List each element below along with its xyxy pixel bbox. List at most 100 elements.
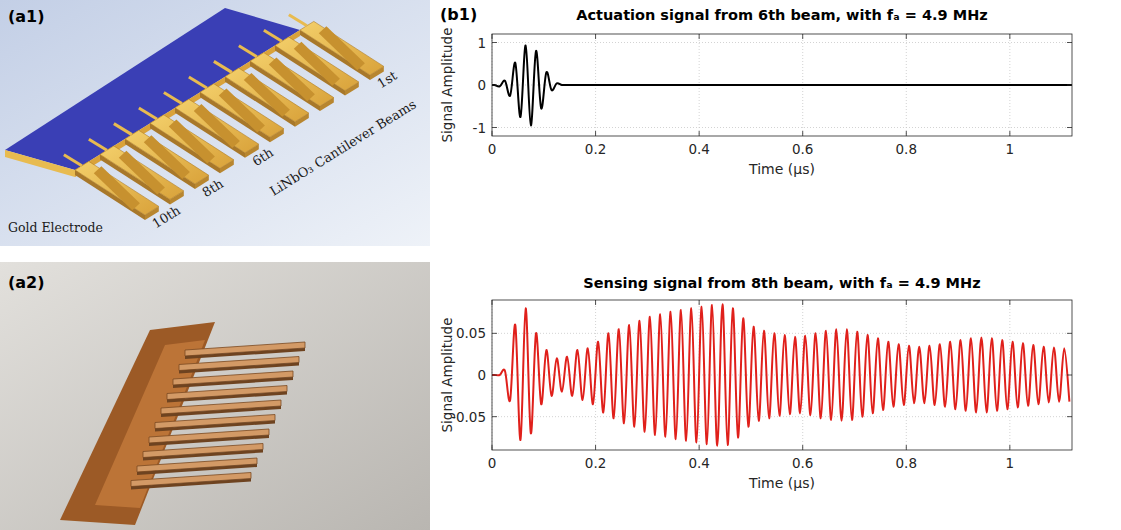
tick xyxy=(906,131,907,136)
beam xyxy=(300,21,384,75)
plot-area xyxy=(492,300,1072,450)
data-group xyxy=(492,304,1069,446)
signal-line xyxy=(492,45,1072,125)
chart-title: Actuation signal from 6th beam, with fₐ … xyxy=(576,7,987,23)
tick xyxy=(906,445,907,450)
tick-label: 0.4 xyxy=(688,455,709,471)
tick-label: 0.8 xyxy=(896,141,917,157)
panel-background xyxy=(0,262,430,530)
tick-label: 0 xyxy=(488,455,497,471)
chart-title: Sensing signal from 8th beam, with fₐ = … xyxy=(583,275,980,291)
panel-label: (a1) xyxy=(8,7,45,26)
electrode-lead xyxy=(89,139,107,150)
axis-title: Signal Amplitude xyxy=(439,318,455,433)
tick xyxy=(492,85,497,86)
tick xyxy=(802,300,803,305)
tick xyxy=(699,300,700,305)
tick xyxy=(906,300,907,305)
axis-title: Time (μs) xyxy=(748,475,815,491)
tick-label: 1 xyxy=(1006,455,1015,471)
tick-label: 0.2 xyxy=(585,141,606,157)
electrode-lead xyxy=(114,124,132,135)
tick xyxy=(802,34,803,39)
tick-label: 0 xyxy=(488,141,497,157)
grid-line xyxy=(492,333,1072,334)
electrode-lead xyxy=(139,108,157,119)
tick-label: 0.6 xyxy=(792,141,813,157)
tick xyxy=(1067,416,1072,417)
chart: 0 0.2 0.4 0.6 0.8 1 -0.05 0 0.05 Sensing signal f… xyxy=(439,275,1072,491)
electrode-lead xyxy=(214,61,232,72)
beam-side xyxy=(131,479,251,490)
panel-a1: 10th 8th 6th 1st LiNbO₃ Cantilever Beams Gold… xyxy=(0,0,430,246)
panel-label: (a2) xyxy=(8,273,45,292)
tick xyxy=(906,34,907,39)
tick-label: -0.05 xyxy=(451,409,486,425)
tick-label: 0.05 xyxy=(456,325,486,341)
tick xyxy=(492,34,493,39)
grid-line xyxy=(492,416,1072,417)
tick xyxy=(492,375,497,376)
tick xyxy=(699,34,700,39)
electrode-lead xyxy=(164,93,182,104)
tick xyxy=(595,34,596,39)
electrode-lead xyxy=(264,30,282,41)
tick-label: 0 xyxy=(477,367,486,383)
axes-frame xyxy=(492,34,1072,136)
tick-label: 0.4 xyxy=(688,141,709,157)
tick xyxy=(595,131,596,136)
tick xyxy=(1067,333,1072,334)
tick xyxy=(492,131,493,136)
data-group xyxy=(492,45,1072,125)
tick xyxy=(802,445,803,450)
annotation: LiNbO₃ Cantilever Beams xyxy=(267,97,419,199)
tick-label: 0.6 xyxy=(792,455,813,471)
tick xyxy=(1009,34,1010,39)
beam-inner xyxy=(319,26,365,70)
axis-title: Signal Amplitude xyxy=(439,28,455,143)
tick xyxy=(595,300,596,305)
tick xyxy=(492,300,493,305)
tick xyxy=(492,333,497,334)
electrode-lead xyxy=(189,77,207,88)
panel-background xyxy=(0,0,430,246)
tick xyxy=(1067,127,1072,128)
tick-label: 0 xyxy=(477,77,486,93)
tick xyxy=(595,445,596,450)
beam-label: 6th xyxy=(250,144,277,169)
tick xyxy=(1067,42,1072,43)
tick xyxy=(1067,375,1072,376)
tick xyxy=(1009,300,1010,305)
tick xyxy=(492,127,497,128)
tick xyxy=(492,416,497,417)
beam-label: 10th xyxy=(150,202,184,231)
tick xyxy=(1009,131,1010,136)
electrode-lead xyxy=(64,155,82,166)
tick xyxy=(1009,445,1010,450)
axes-frame xyxy=(492,300,1072,450)
tick xyxy=(802,131,803,136)
tick-label: 0.8 xyxy=(896,455,917,471)
beam-label: 1st xyxy=(375,67,401,91)
figure: 10th 8th 6th 1st LiNbO₃ Cantilever Beams Gold… xyxy=(0,0,1121,530)
chart: 00.20.40.60.81-101Actuation signal from … xyxy=(439,7,1072,177)
tick-label: 1 xyxy=(1006,141,1015,157)
tick xyxy=(492,42,497,43)
panel-a2: (a2) xyxy=(0,262,430,530)
grid-line xyxy=(492,42,1072,43)
tick-label: 0.2 xyxy=(585,455,606,471)
tick xyxy=(492,445,493,450)
electrode-lead xyxy=(239,46,257,57)
tick-label: -1 xyxy=(473,120,486,136)
tick xyxy=(699,445,700,450)
tick xyxy=(1067,85,1072,86)
tick-label: 1 xyxy=(477,35,486,51)
electrode-lead xyxy=(289,15,307,26)
grid-line xyxy=(492,127,1072,128)
signal-line xyxy=(492,304,1069,446)
tick xyxy=(699,131,700,136)
panel-label: (b1) xyxy=(440,5,477,24)
beam-label: 8th xyxy=(200,176,227,201)
plot-area xyxy=(492,34,1072,136)
annotation: Gold Electrode xyxy=(8,220,103,235)
